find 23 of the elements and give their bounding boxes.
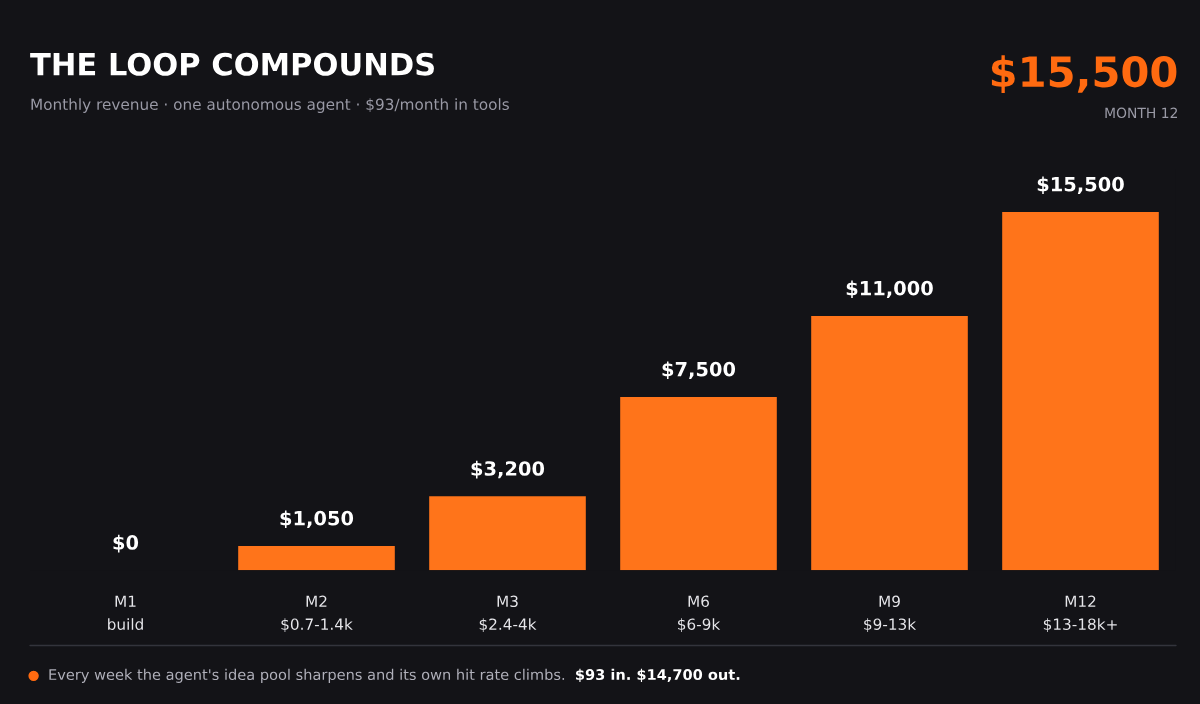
x-tick-label: M6 $6-9k xyxy=(678,595,721,633)
x-tick-label: M3 $2.4-4k xyxy=(479,595,537,633)
bar xyxy=(238,545,395,571)
x-tick-label: M9 $9-13k xyxy=(864,595,917,633)
data-label: $15,500 xyxy=(1037,176,1124,195)
data-label: $3,200 xyxy=(471,460,545,479)
x-tick-label: M12 $13-18k+ xyxy=(1043,595,1117,633)
data-label: $11,000 xyxy=(846,280,933,299)
data-label: $0 xyxy=(113,534,139,553)
chart-subtitle: Monthly revenue · one autonomous agent · $93/month in tools xyxy=(31,98,509,113)
x-tick-label: M2 $0.7-1.4k xyxy=(281,595,353,633)
data-label: $7,500 xyxy=(662,361,736,380)
bar xyxy=(429,496,586,571)
text: Every week the agent's idea pool sharpens and its own hit rate climbs. xyxy=(49,668,565,683)
x-tick-label: M1 build xyxy=(108,595,143,630)
bar xyxy=(1002,211,1159,571)
bar xyxy=(811,315,968,571)
chart-title: THE LOOP COMPOUNDS xyxy=(30,52,434,76)
text: $15,500 xyxy=(991,55,1177,93)
text: MONTH 12 xyxy=(1105,107,1178,119)
text: $93 in. $14,700 out. xyxy=(576,668,740,683)
bar xyxy=(620,396,777,571)
data-label: $1,050 xyxy=(280,510,354,529)
